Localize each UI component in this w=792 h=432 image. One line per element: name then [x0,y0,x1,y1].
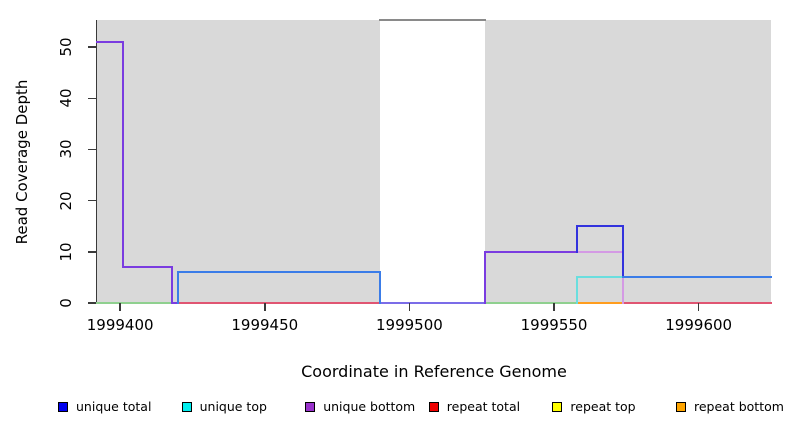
y-tick-mark [87,46,96,48]
x-tick-mark [264,303,266,311]
legend-swatch-icon [181,402,192,412]
coverage-segment [483,250,486,304]
coverage-segment [576,276,625,279]
coverage-segment [483,250,579,253]
coverage-segment [171,302,179,304]
x-tick-label: 1999400 [86,316,154,334]
legend-label: unique top [199,399,267,414]
x-axis-title: Coordinate in Reference Genome [301,362,567,381]
x-tick-label: 1999600 [665,316,733,334]
legend-swatch-icon [305,402,316,412]
legend-item-unique-bottom: unique bottom [305,400,415,414]
coverage-segment [483,302,579,304]
coverage-segment [622,302,772,304]
coverage-segment [122,266,174,269]
x-tick-label: 1999450 [231,316,299,334]
x-tick-label: 1999550 [520,316,588,334]
x-tick-mark [119,303,121,311]
y-tick-mark [87,97,96,100]
x-tick-mark [553,303,555,311]
coverage-segment [96,302,174,304]
masked-region [380,20,485,303]
coverage-segment [576,302,625,304]
legend-label: repeat top [570,399,636,414]
y-tick-label: 10 [57,242,75,262]
coverage-segment [176,271,179,304]
coverage-segment [622,276,772,279]
legend-label: repeat total [446,399,521,414]
y-tick-mark [87,251,96,253]
legend-item-unique-total: unique total [58,400,151,414]
legend-item-unique-top: unique top [181,399,267,414]
coverage-segment [576,276,579,304]
legend-item-repeat-bottom: repeat bottom [676,400,784,414]
legend-swatch-icon [552,402,563,412]
x-tick-label: 1999500 [376,316,443,334]
coverage-segment [379,302,486,304]
y-tick-mark [87,302,96,304]
legend-item-repeat-top: repeat top [552,399,636,414]
coverage-segment [176,302,382,304]
legend-swatch-icon [58,402,68,412]
x-tick-mark [697,303,700,311]
coverage-segment [576,225,579,253]
coverage-segment [379,19,486,21]
legend-item-repeat-total: repeat total [428,399,521,414]
coverage-segment [176,271,382,274]
coverage-segment [122,41,125,269]
y-axis-title: Read Coverage Depth [13,79,31,244]
legend-label: repeat bottom [694,399,784,414]
coverage-segment [622,225,625,279]
legend-label: unique total [76,399,152,414]
y-axis-line [95,20,97,304]
legend-swatch-icon [428,402,439,412]
coverage-segment [576,250,625,253]
y-tick-label: 20 [57,191,75,211]
y-tick-mark [87,148,96,151]
y-tick-label: 30 [57,139,75,160]
legend-label: unique bottom [323,399,416,414]
y-tick-label: 40 [57,88,75,108]
y-tick-label: 0 [57,298,75,308]
coverage-segment [171,266,174,304]
coverage-segment [576,225,625,228]
coverage-segment [96,41,125,43]
y-tick-mark [87,199,96,202]
coverage-segment [379,271,382,304]
legend-swatch-icon [676,402,686,412]
y-tick-label: 50 [57,37,75,57]
x-tick-mark [408,303,411,311]
